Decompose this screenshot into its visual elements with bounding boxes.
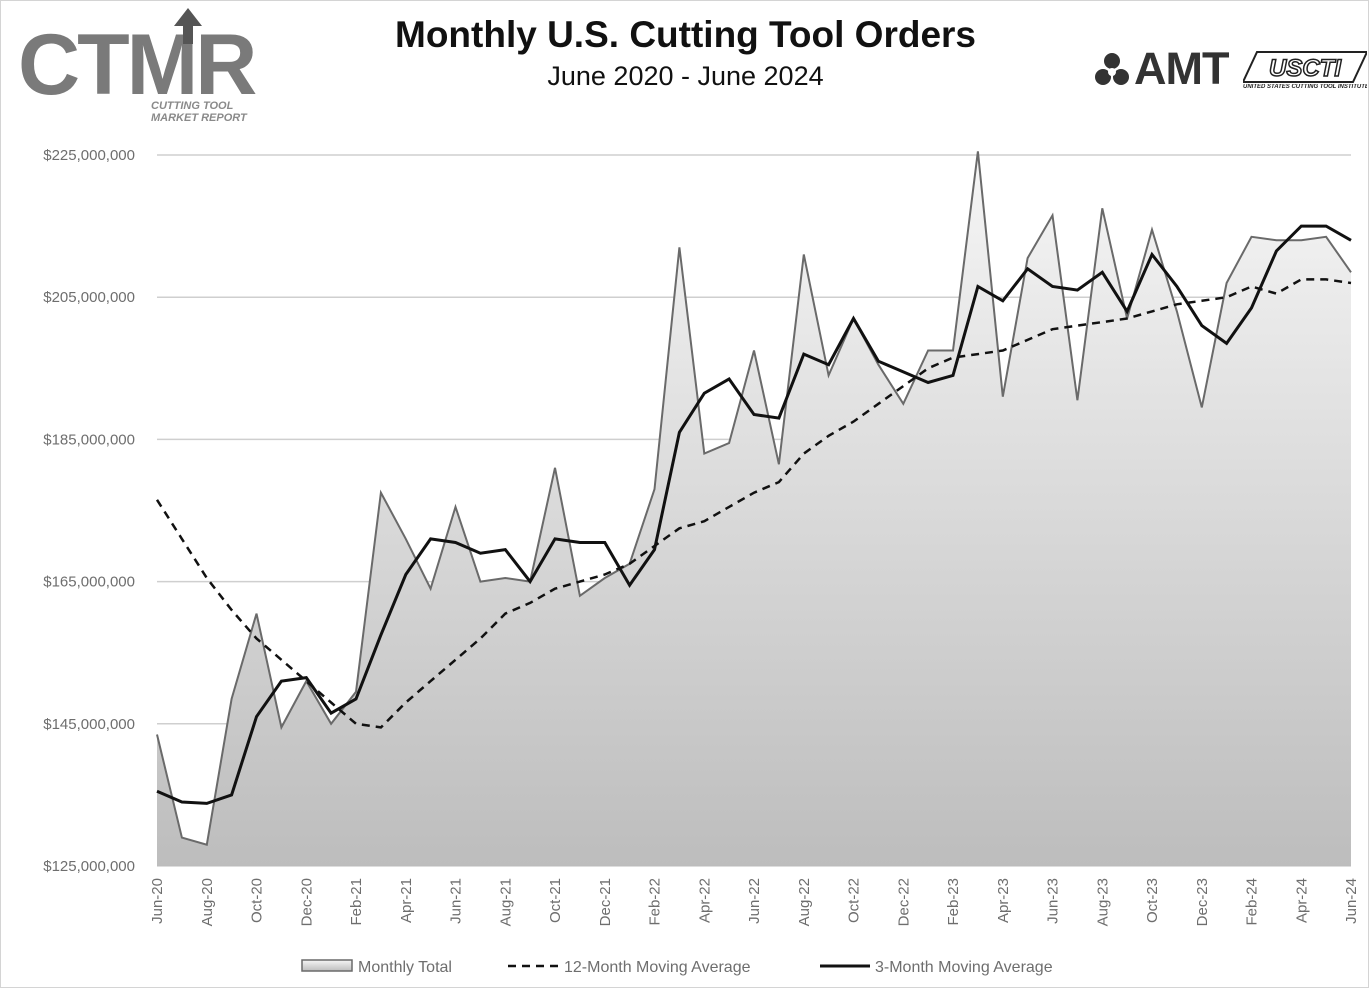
x-tick-label: Aug-23 [1094,878,1111,926]
x-tick-label: Dec-22 [895,878,912,926]
usci-tagline: UNITED STATES CUTTING TOOL INSTITUTE [1243,84,1367,90]
y-tick-label: $225,000,000 [43,147,135,164]
x-tick-label: Jun-21 [448,878,465,924]
twelve-month-moving-average-line [155,278,1352,729]
x-tick-label: Dec-23 [1194,878,1211,926]
x-tick-label: Oct-21 [547,878,564,923]
monthly-total-area [157,151,1351,866]
x-tick-label: Oct-22 [846,878,863,923]
x-tick-label: Aug-22 [796,878,813,926]
x-tick-label: Apr-21 [398,878,415,923]
x-tick-label: Aug-20 [199,878,216,926]
x-axis-tick-labels: Jun-20 Aug-20 Oct-20 Dec-20 Feb-21 Apr-21 Jun-… [149,878,1360,926]
legend-label-twelve-month-average: 12-Month Moving Average [564,959,751,976]
y-tick-label: $185,000,000 [43,431,135,448]
amt-wordmark: AMT [1134,43,1229,94]
x-tick-label: Jun-22 [746,878,763,924]
ctmr-tagline: CUTTING TOOL MARKET REPORT [151,100,247,124]
y-tick-label: $165,000,000 [43,574,135,591]
x-tick-label: Feb-24 [1244,878,1261,926]
legend-label-three-month-average: 3-Month Moving Average [875,959,1053,976]
x-tick-label: Jun-24 [1343,878,1360,924]
usci-badge-icon: USCTI [1241,51,1369,83]
chart-title: Monthly U.S. Cutting Tool Orders [395,14,976,55]
x-tick-label: Aug-21 [497,878,514,926]
x-tick-label: Apr-24 [1293,878,1310,923]
legend-label-monthly-total: Monthly Total [358,959,452,976]
amt-emblem-icon [1095,53,1129,85]
ctmr-tagline-line1: CUTTING TOOL [151,100,234,112]
y-tick-label: $205,000,000 [43,289,135,306]
x-tick-label: Dec-20 [298,878,315,926]
chart-subtitle: June 2020 - June 2024 [547,61,824,91]
x-tick-label: Dec-21 [597,878,614,926]
x-tick-label: Oct-23 [1144,878,1161,923]
legend-swatch-monthly-total [301,959,353,972]
three-month-moving-average-line [156,224,1352,805]
x-tick-label: Feb-23 [945,878,962,926]
ctmr-wordmark: CTMR [18,17,257,113]
x-tick-label: Feb-21 [348,878,365,926]
monthly-total-line [156,151,1352,846]
ctmr-tagline-line2: MARKET REPORT [151,112,247,124]
arrow-up-icon [174,8,202,44]
ctmr-logo: CTMR CUTTING TOOL MARKET REPORT [18,8,258,132]
x-tick-label: Apr-22 [696,878,713,923]
x-tick-label: Oct-20 [249,878,266,923]
x-tick-label: Jun-23 [1045,878,1062,924]
amt-logo: AMT USCTI UNITED STATES CUTTING TOOL INS… [1092,46,1371,92]
x-tick-label: Jun-20 [149,878,166,924]
usci-wordmark: USCTI [1269,55,1342,82]
legend: Monthly Total 12-Month Moving Average 3-Mo… [301,959,1053,976]
y-tick-label: $125,000,000 [43,858,135,875]
y-axis-tick-labels: $125,000,000 $145,000,000 $165,000,000 $185… [43,147,135,875]
usci-logo: USCTI UNITED STATES CUTTING TOOL INSTITU… [1241,50,1369,90]
x-tick-label: Feb-22 [647,878,664,926]
y-tick-label: $145,000,000 [43,716,135,733]
x-tick-label: Apr-23 [995,878,1012,923]
